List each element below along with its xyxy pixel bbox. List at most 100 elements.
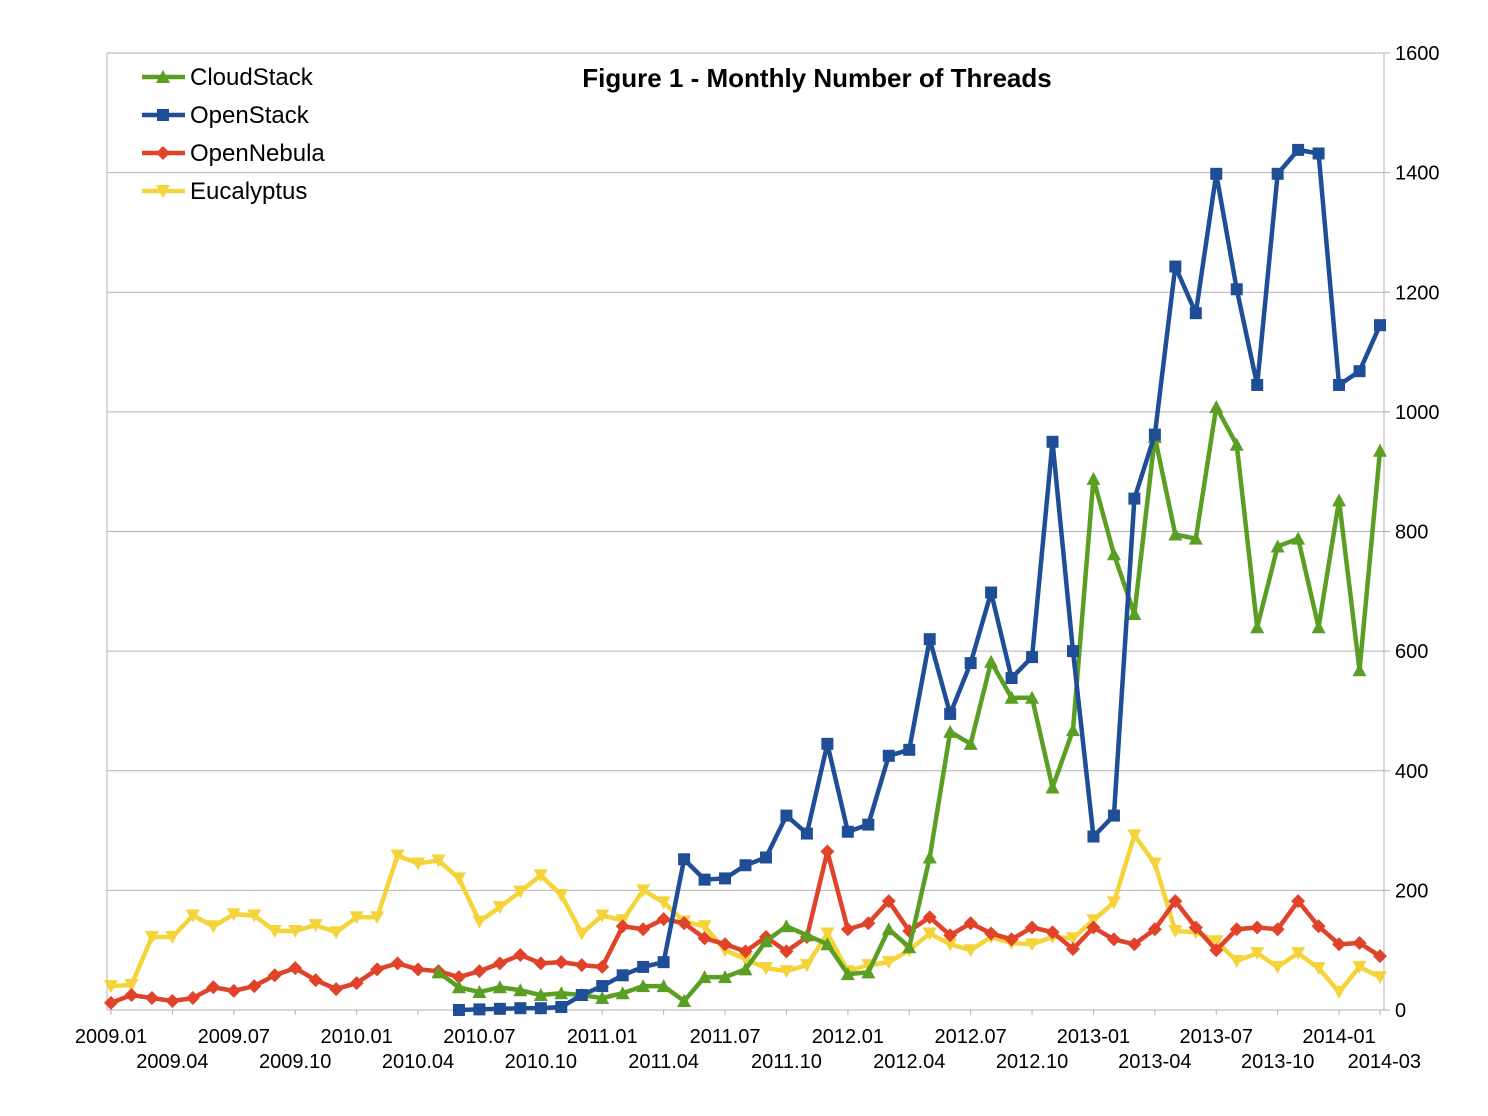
opennebula-point	[370, 962, 385, 977]
openstack-point	[1107, 809, 1120, 822]
openstack-point	[882, 749, 895, 762]
opennebula-point	[492, 956, 507, 971]
eucalyptus-point	[1147, 857, 1162, 871]
opennebula-point	[1270, 922, 1285, 937]
opennebula-point	[1229, 922, 1244, 937]
eucalyptus-point	[595, 909, 610, 923]
eucalyptus-point	[1106, 896, 1121, 910]
cloudstack-point	[1332, 493, 1347, 507]
legend-item-openstack: OpenStack	[142, 102, 310, 129]
openstack-point	[1066, 645, 1079, 658]
opennebula-point	[1209, 943, 1224, 958]
legend-marker-openstack	[157, 109, 169, 121]
x-tick-label: 2014-03	[1348, 1051, 1421, 1073]
cloudstack-point	[1352, 663, 1367, 677]
cloudstack-point	[1291, 531, 1306, 545]
openstack-point	[1353, 365, 1366, 378]
eucalyptus-point	[779, 965, 794, 979]
chart-title: Figure 1 - Monthly Number of Threads	[582, 63, 1051, 93]
cloudstack-point	[472, 985, 487, 999]
x-tick-label: 2009.07	[198, 1026, 270, 1048]
openstack-point	[780, 809, 793, 822]
openstack-point	[1046, 435, 1059, 448]
x-tick-label: 2010.01	[320, 1026, 392, 1048]
openstack-line	[456, 147, 1383, 1013]
eucalyptus-point	[1250, 947, 1265, 961]
y-tick-label: 600	[1395, 641, 1428, 663]
opennebula-point	[1291, 894, 1306, 909]
opennebula-point	[1311, 919, 1326, 934]
cloudstack-point	[595, 991, 610, 1005]
opennebula-point	[922, 910, 937, 925]
y-tick-label: 400	[1395, 761, 1428, 783]
cloudstack-point	[1168, 527, 1183, 541]
eucalyptus-point	[1270, 960, 1285, 974]
legend-label-cloudstack: CloudStack	[190, 64, 314, 91]
cloudstack-point	[636, 979, 651, 993]
opennebula-point	[247, 979, 262, 994]
eucalyptus-point	[226, 908, 241, 922]
openstack-point	[1087, 830, 1100, 843]
opennebula-point	[226, 983, 241, 998]
opennebula-point	[1188, 920, 1203, 935]
cloudstack-point	[656, 979, 671, 993]
y-tick-label: 200	[1395, 880, 1428, 902]
opennebula-point	[411, 962, 426, 977]
x-tick-label: 2013-01	[1057, 1026, 1130, 1048]
openstack-point	[493, 1002, 506, 1015]
opennebula-point	[820, 844, 835, 859]
x-tick-label: 2011.04	[628, 1051, 699, 1073]
eucalyptus-point	[329, 926, 344, 940]
cloudstack-point	[779, 919, 794, 933]
eucalyptus-point	[881, 956, 896, 970]
cloudstack-point	[1065, 723, 1080, 737]
openstack-point	[1189, 307, 1202, 320]
eucalyptus-point	[124, 978, 139, 992]
eucalyptus-point	[1352, 960, 1367, 974]
eucalyptus-point	[656, 896, 671, 910]
cloudstack-point	[492, 980, 507, 994]
eucalyptus-point	[431, 854, 446, 868]
opennebula-point	[533, 956, 548, 971]
eucalyptus-point	[247, 909, 262, 923]
eucalyptus-point	[1291, 947, 1306, 961]
opennebula-point	[144, 991, 159, 1006]
cloudstack-point	[799, 928, 814, 942]
cloudstack-point	[902, 940, 917, 954]
cloudstack-point	[1209, 400, 1224, 414]
cloudstack-point	[984, 654, 999, 668]
eucalyptus-point	[963, 944, 978, 958]
legend-label-openstack: OpenStack	[190, 102, 310, 129]
openstack-point	[1292, 143, 1305, 156]
openstack-point	[923, 633, 936, 646]
cloudstack-point	[1127, 607, 1142, 621]
openstack-point	[739, 859, 752, 872]
eucalyptus-point	[1311, 962, 1326, 976]
openstack-point	[575, 989, 588, 1002]
cloudstack-point	[718, 970, 733, 984]
eucalyptus-point	[738, 953, 753, 967]
cloudstack-point	[1270, 539, 1285, 553]
x-tick-label: 2013-10	[1241, 1051, 1314, 1073]
eucalyptus-point	[104, 980, 118, 994]
openstack-point	[1230, 283, 1243, 296]
x-tick-label: 2010.07	[443, 1026, 515, 1048]
openstack-point	[1169, 260, 1182, 273]
eucalyptus-point	[185, 909, 200, 923]
openstack-point	[698, 873, 711, 886]
x-tick-label: 2009.01	[75, 1026, 147, 1048]
x-tick-label: 2012.04	[873, 1051, 945, 1073]
cloudstack-point	[820, 937, 835, 951]
opennebula-point	[554, 955, 569, 970]
openstack-point	[759, 851, 772, 864]
openstack-point	[821, 737, 834, 750]
eucalyptus-point	[1373, 971, 1387, 985]
openstack-point	[1128, 492, 1141, 505]
opennebula-point	[840, 922, 855, 937]
opennebula-point	[185, 991, 200, 1006]
opennebula-point	[697, 931, 712, 946]
eucalyptus-point	[370, 911, 385, 925]
cloudstack-point	[1025, 690, 1040, 704]
openstack-point	[1210, 167, 1223, 180]
